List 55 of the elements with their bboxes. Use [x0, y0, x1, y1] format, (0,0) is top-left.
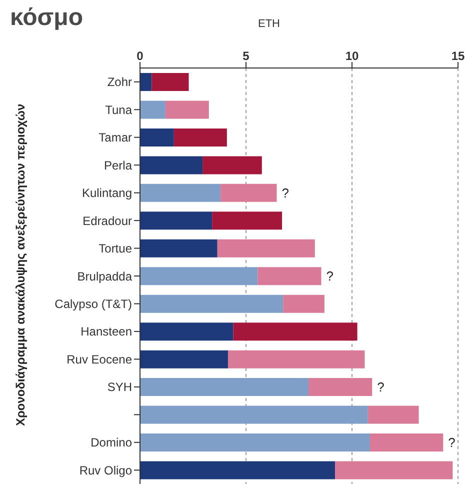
- bar: [140, 156, 203, 174]
- y-tick-label: Tuna: [105, 102, 132, 117]
- annotation: ?: [326, 268, 334, 284]
- bar: [370, 434, 444, 452]
- chart-title: κόσμο: [10, 4, 84, 32]
- bar: [140, 434, 370, 452]
- annotation: ?: [377, 380, 384, 395]
- bar: [202, 156, 262, 174]
- bar: [283, 294, 324, 313]
- bar: [140, 100, 166, 119]
- bar: [217, 239, 315, 258]
- bar: [140, 128, 174, 146]
- bar: [174, 128, 227, 146]
- x-tick-label: 0: [136, 49, 144, 63]
- y-tick-label: Zohr: [107, 75, 132, 90]
- bar: [220, 184, 277, 202]
- y-axis-title: Χρονοδιάγραμμα ανακάλυψης ανεξερεύνητων περιοχών: [13, 103, 28, 426]
- bar: [212, 212, 282, 230]
- annotation: ?: [448, 435, 456, 450]
- y-tick-label: Calypso (T&T): [54, 296, 132, 311]
- y-tick-label: Tortue: [98, 242, 132, 256]
- bar: [140, 350, 228, 368]
- y-tick-label: Perla: [104, 158, 132, 172]
- y-tick-label: Ruv Eocene: [66, 352, 132, 366]
- y-tick-label: Tamar: [98, 130, 132, 145]
- y-tick-label: Brulpadda: [77, 269, 132, 284]
- bar: [233, 322, 358, 341]
- bar: [140, 267, 258, 286]
- bar: [152, 72, 189, 91]
- bar: [140, 378, 309, 396]
- bar: [165, 100, 209, 119]
- y-tick-label: Ruv Oligo: [79, 463, 132, 478]
- x-tick-label: 10: [345, 49, 359, 63]
- bar: [140, 184, 221, 202]
- y-tick-label: Kulintang: [82, 186, 132, 200]
- bar: [140, 212, 212, 230]
- bar: [140, 322, 234, 341]
- bar: [140, 294, 284, 313]
- y-tick-label: Edradour: [82, 214, 132, 228]
- y-tick-label: Hansteen: [80, 324, 132, 339]
- y-tick-label: SYH: [107, 380, 132, 394]
- bar: [335, 461, 453, 480]
- bar: [368, 406, 419, 424]
- bar: [140, 239, 218, 258]
- bar: [140, 406, 368, 424]
- bar: [258, 267, 322, 286]
- x-tick-label: 5: [242, 49, 250, 63]
- x-axis-title: ETH: [258, 18, 280, 30]
- bar: [140, 72, 152, 91]
- bar: [228, 350, 365, 368]
- annotation: ?: [282, 185, 289, 200]
- y-tick-label: Domino: [90, 436, 132, 450]
- bar: [140, 461, 336, 480]
- x-tick-label: 15: [451, 49, 465, 63]
- bar: [308, 378, 372, 396]
